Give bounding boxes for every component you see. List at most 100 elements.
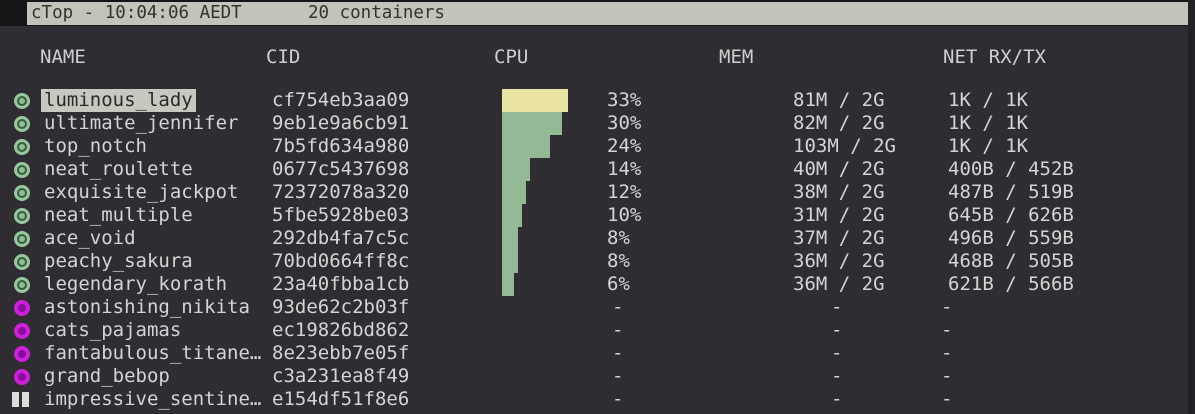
container-id: 7b5fd634a980 (272, 135, 410, 157)
net-rx-tx: 496B / 559B (948, 227, 1074, 249)
net-rx-tx: 400B / 452B (948, 158, 1074, 180)
net-rx-tx: 1K / 1K (948, 112, 1029, 134)
table-row[interactable]: luminous_lady cf754eb3aa09 33% 81M / 2G … (0, 89, 1195, 112)
memory-usage: 40M / 2G (793, 158, 885, 180)
cpu-percent: - (612, 388, 624, 410)
container-name: ace_void (44, 227, 136, 249)
terminal-right-edge (1188, 0, 1195, 414)
net-rx-tx: 468B / 505B (948, 250, 1074, 272)
memory-usage: 81M / 2G (793, 89, 885, 111)
container-id: 0677c5437698 (272, 158, 410, 180)
table-row[interactable]: top_notch 7b5fd634a980 24% 103M / 2G 1K … (0, 135, 1195, 158)
container-name: ultimate_jennifer (44, 112, 239, 134)
container-id: e154df51f8e6 (272, 388, 410, 410)
container-name: legendary_korath (44, 273, 228, 295)
memory-usage: 38M / 2G (793, 181, 885, 203)
cpu-percent: 6% (607, 273, 630, 295)
cpu-usage-bar (502, 227, 518, 250)
memory-usage: 103M / 2G (793, 135, 896, 157)
cpu-percent: 14% (607, 158, 642, 180)
table-row[interactable]: peachy_sakura 70bd0664ff8c 8% 36M / 2G 4… (0, 250, 1195, 273)
status-stopped-icon (14, 369, 30, 385)
net-rx-tx: 1K / 1K (948, 135, 1029, 157)
table-row[interactable]: astonishing_nikita 93de62c2b03f - - - (0, 296, 1195, 319)
memory-usage: 37M / 2G (793, 227, 885, 249)
memory-usage: 36M / 2G (793, 250, 885, 272)
container-name: astonishing_nikita (44, 296, 250, 318)
net-rx-tx: 1K / 1K (948, 89, 1029, 111)
net-rx-tx: - (941, 388, 953, 410)
cpu-usage-bar (502, 89, 568, 112)
title-bar: cTop - 10:04:06 AEDT 20 containers (27, 2, 1188, 25)
container-id: 292db4fa7c5c (272, 227, 410, 249)
table-row[interactable]: neat_multiple 5fbe5928be03 10% 31M / 2G … (0, 204, 1195, 227)
status-running-icon (14, 116, 30, 132)
container-id: 9eb1e9a6cb91 (272, 112, 410, 134)
cpu-percent: 24% (607, 135, 642, 157)
container-name: grand_bebop (44, 365, 170, 387)
container-name: peachy_sakura (44, 250, 193, 272)
cpu-usage-bar (502, 135, 550, 158)
status-running-icon (14, 277, 30, 293)
memory-usage: 31M / 2G (793, 204, 885, 226)
net-rx-tx: 487B / 519B (948, 181, 1074, 203)
container-id: ec19826bd862 (272, 319, 410, 341)
cpu-percent: 10% (607, 204, 642, 226)
net-rx-tx: 621B / 566B (948, 273, 1074, 295)
cpu-percent: 33% (607, 89, 642, 111)
memory-usage: 82M / 2G (793, 112, 885, 134)
memory-usage: - (831, 388, 843, 410)
status-running-icon (14, 231, 30, 247)
table-row[interactable]: fantabulous_titane… 8e23ebb7e05f - - - (0, 342, 1195, 365)
container-name: exquisite_jackpot (44, 181, 239, 203)
container-id: 23a40fbba1cb (272, 273, 410, 295)
table-row[interactable]: ace_void 292db4fa7c5c 8% 37M / 2G 496B /… (0, 227, 1195, 250)
table-row[interactable]: grand_bebop c3a231ea8f49 - - - (0, 365, 1195, 388)
memory-usage: - (831, 342, 843, 364)
status-running-icon (14, 139, 30, 155)
table-row[interactable]: neat_roulette 0677c5437698 14% 40M / 2G … (0, 158, 1195, 181)
app-title-clock: cTop - 10:04:06 AEDT (31, 3, 242, 23)
container-id: 72372078a320 (272, 181, 410, 203)
net-rx-tx: - (941, 319, 953, 341)
status-stopped-icon (14, 323, 30, 339)
memory-usage: - (831, 365, 843, 387)
column-header-net: NET RX/TX (943, 46, 1046, 68)
table-row[interactable]: ultimate_jennifer 9eb1e9a6cb91 30% 82M /… (0, 112, 1195, 135)
table-column-headers: NAME CID CPU MEM NET RX/TX (0, 46, 1195, 69)
container-name: luminous_lady (41, 89, 196, 112)
net-rx-tx: 645B / 626B (948, 204, 1074, 226)
status-stopped-icon (14, 346, 30, 362)
cpu-percent: 30% (607, 112, 642, 134)
column-header-cpu: CPU (494, 46, 529, 68)
status-running-icon (14, 162, 30, 178)
container-name: top_notch (44, 135, 147, 157)
container-count: 20 containers (308, 3, 445, 23)
container-id: 70bd0664ff8c (272, 250, 410, 272)
cpu-usage-bar (502, 250, 518, 273)
table-row[interactable]: impressive_sentine… e154df51f8e6 - - - (0, 388, 1195, 411)
status-running-icon (14, 254, 30, 270)
cpu-usage-bar (502, 273, 514, 296)
cpu-usage-bar (502, 181, 526, 204)
table-row[interactable]: cats_pajamas ec19826bd862 - - - (0, 319, 1195, 342)
container-name: neat_multiple (44, 204, 193, 226)
net-rx-tx: - (941, 296, 953, 318)
table-row[interactable]: legendary_korath 23a40fbba1cb 6% 36M / 2… (0, 273, 1195, 296)
cpu-percent: 8% (607, 227, 630, 249)
cpu-percent: - (612, 365, 624, 387)
container-id: 8e23ebb7e05f (272, 342, 410, 364)
cpu-usage-bar (502, 204, 522, 227)
column-header-name: NAME (40, 46, 86, 68)
memory-usage: - (831, 296, 843, 318)
cpu-usage-bar (502, 158, 530, 181)
cpu-percent: - (612, 342, 624, 364)
container-id: cf754eb3aa09 (272, 89, 410, 111)
table-row[interactable]: exquisite_jackpot 72372078a320 12% 38M /… (0, 181, 1195, 204)
container-id: 5fbe5928be03 (272, 204, 410, 226)
status-running-icon (14, 185, 30, 201)
cpu-percent: - (612, 296, 624, 318)
net-rx-tx: - (941, 365, 953, 387)
net-rx-tx: - (941, 342, 953, 364)
status-paused-icon (12, 392, 32, 408)
